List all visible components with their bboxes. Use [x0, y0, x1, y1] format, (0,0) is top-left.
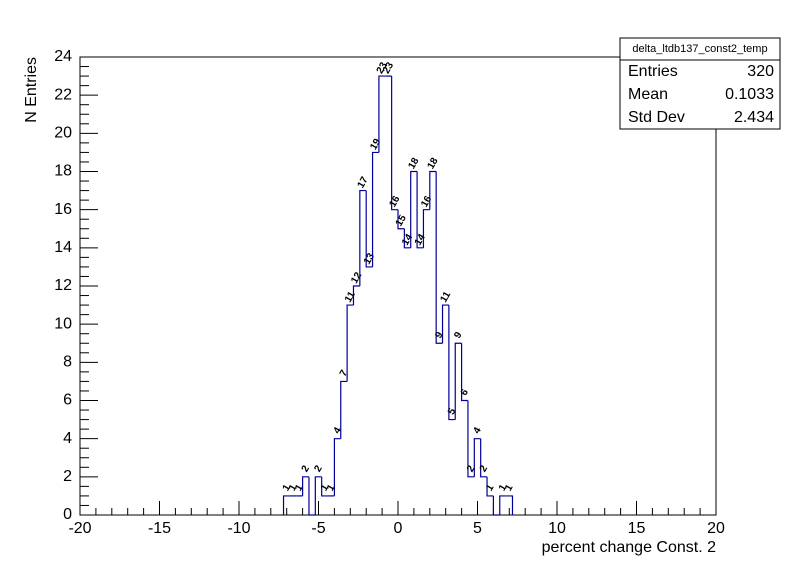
bar — [302, 476, 309, 496]
stats-label: Mean — [628, 86, 668, 103]
y-axis-label: N Entries — [23, 57, 40, 123]
x-tick-label: -20 — [68, 520, 91, 537]
value-label: 19 — [368, 137, 383, 153]
bar — [506, 495, 514, 515]
value-label: 1 — [484, 482, 497, 493]
x-tick-label: -15 — [148, 520, 171, 537]
bar — [480, 438, 488, 478]
x-tick-label: 5 — [473, 520, 482, 537]
value-label: 1 — [319, 482, 332, 493]
value-label: 17 — [356, 175, 371, 191]
x-tick-label: -5 — [311, 520, 325, 537]
value-label: 4 — [471, 425, 484, 436]
y-tick-label: 18 — [54, 163, 72, 180]
bar — [378, 75, 386, 153]
bar — [391, 76, 398, 211]
value-label: 1 — [293, 482, 306, 493]
bar — [365, 190, 373, 268]
bar — [441, 304, 449, 344]
value-label: 7 — [338, 368, 351, 379]
value-label: 1 — [287, 482, 300, 493]
value-label: 9 — [433, 330, 446, 341]
y-tick-label: 22 — [54, 86, 72, 103]
value-label: 15 — [394, 213, 409, 229]
value-label: 18 — [426, 156, 441, 172]
value-label: 23 — [381, 60, 396, 76]
bar — [282, 495, 290, 515]
value-label: 16 — [387, 194, 402, 210]
value-label: 9 — [452, 330, 465, 341]
bar — [410, 170, 418, 248]
y-tick-label: 2 — [63, 468, 72, 485]
value-label: 1 — [325, 482, 338, 493]
bar — [467, 400, 475, 478]
value-label: 12 — [349, 270, 364, 286]
stats-value: 0.1033 — [725, 86, 774, 103]
bar — [352, 285, 360, 306]
stats-box: delta_ltdb137_const2_temp — [619, 37, 781, 130]
bar — [499, 495, 507, 515]
bar — [454, 342, 462, 420]
bar — [473, 438, 481, 477]
value-label: 4 — [332, 425, 345, 436]
value-label: 16 — [419, 194, 434, 210]
x-tick-label: 0 — [394, 520, 403, 537]
bar — [429, 170, 437, 210]
value-label: 1 — [281, 482, 294, 493]
x-tick-label: 10 — [548, 520, 566, 537]
bar — [308, 476, 316, 516]
x-tick-label: 20 — [707, 520, 725, 537]
bar — [346, 304, 354, 382]
stats-label: Entries — [628, 63, 678, 80]
bar — [314, 476, 322, 515]
value-label: 1 — [503, 482, 516, 493]
stats-frame — [619, 37, 781, 130]
value-label: 6 — [459, 387, 472, 398]
y-tick-label: 0 — [63, 506, 72, 523]
bar — [416, 171, 424, 249]
bar — [435, 171, 443, 344]
y-tick-label: 8 — [63, 354, 72, 371]
y-tick-label: 16 — [54, 201, 72, 218]
bar — [461, 343, 468, 402]
bar — [492, 495, 500, 516]
bar — [486, 476, 494, 497]
y-tick-label: 10 — [54, 315, 72, 332]
bar — [422, 209, 430, 248]
value-label: 13 — [362, 251, 377, 267]
stats-value: 320 — [747, 63, 774, 80]
value-label: 2 — [465, 463, 478, 474]
value-label: 1 — [497, 482, 510, 493]
value-label: 2 — [312, 463, 325, 474]
bar — [333, 438, 341, 496]
bar — [397, 209, 405, 230]
value-label: 14 — [400, 232, 415, 248]
bar — [371, 151, 379, 267]
stats-label: Std Dev — [628, 109, 685, 126]
stats-title: delta_ltdb137_const2_temp — [632, 43, 767, 55]
value-label: 2 — [300, 463, 313, 474]
y-tick-label: 6 — [63, 392, 72, 409]
bar — [448, 305, 456, 421]
value-label: 23 — [375, 60, 390, 76]
value-label: 2 — [478, 463, 491, 474]
stats-value: 2.434 — [734, 109, 774, 126]
x-axis-label: percent change Const. 2 — [542, 539, 716, 556]
value-label: 14 — [413, 232, 428, 248]
y-tick-label: 24 — [54, 48, 72, 65]
bar — [340, 380, 348, 439]
bar — [321, 476, 329, 497]
value-label: 18 — [406, 156, 421, 172]
y-tick-label: 20 — [54, 125, 72, 142]
value-label: 5 — [446, 406, 459, 417]
y-tick-label: 4 — [63, 430, 72, 447]
y-tick-label: 14 — [54, 239, 72, 256]
y-tick-label: 12 — [54, 277, 72, 294]
bar — [403, 228, 411, 249]
bar — [359, 189, 367, 286]
x-tick-label: 15 — [628, 520, 646, 537]
x-tick-label: -10 — [227, 520, 250, 537]
